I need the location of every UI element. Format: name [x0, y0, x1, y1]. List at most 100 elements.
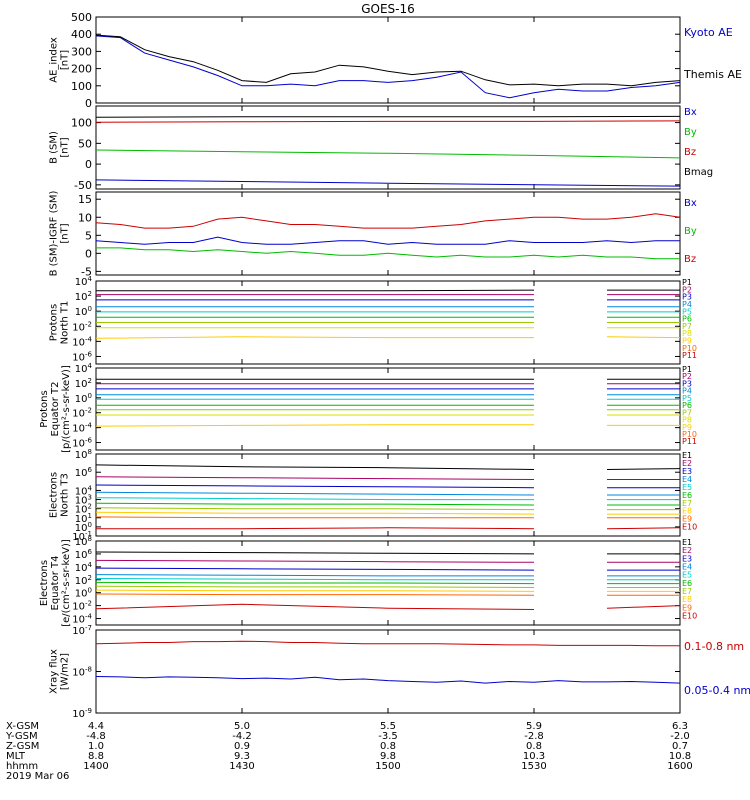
y-tick-exponent: -2 — [85, 600, 92, 608]
y-tick-base: 10 — [75, 505, 88, 516]
series-line-p9 — [95, 424, 534, 427]
y-tick-label: 100 — [75, 305, 92, 318]
panel-frame — [95, 105, 681, 190]
x-tick-value: 1600 — [667, 761, 692, 772]
legend-entry: E9 — [682, 603, 692, 612]
y-tick-label: 10-6 — [72, 350, 92, 363]
y-tick-label: 10-4 — [72, 335, 92, 348]
legend-entry: P10 — [682, 344, 697, 353]
panel-frame — [95, 367, 681, 451]
y-tick-base: 10 — [75, 589, 88, 600]
y-tick-base: 10 — [72, 615, 85, 626]
series-line-e10 — [606, 527, 681, 530]
y-tick-base: 10 — [72, 424, 85, 435]
series-line-e8 — [95, 589, 535, 592]
legend-entry: P3 — [682, 379, 692, 388]
y-tick-exponent: -8 — [85, 666, 92, 674]
legend-entry: P1 — [682, 278, 692, 287]
y-tick-exponent: 4 — [88, 362, 93, 370]
y-axis-label: [nT] — [60, 137, 71, 157]
y-tick-exponent: 3 — [88, 494, 92, 502]
legend-entry: Themis AE — [683, 68, 742, 81]
series-line-0-1-0-8-nm — [95, 640, 680, 647]
y-tick-label: 0 — [85, 97, 92, 110]
y-tick-base: 10 — [75, 394, 88, 405]
y-tick-label: 102 — [75, 574, 92, 587]
series-line-e6 — [95, 502, 535, 506]
y-axis-label: [nT] — [60, 50, 71, 70]
series-line-bx — [95, 179, 681, 187]
series-line-e10 — [95, 603, 535, 610]
y-tick-base: 10 — [75, 576, 88, 587]
legend-entry: P5 — [682, 394, 692, 403]
panel-ae: 0 100 200 300 400 500 AE_index [nT] Kyoto AE Them… — [49, 11, 742, 110]
x-tick-value: 9.8 — [380, 751, 396, 762]
panel-frame — [95, 191, 681, 276]
y-tick-exponent: 1 — [88, 512, 92, 520]
y-tick-exponent: 0 — [88, 392, 92, 400]
y-tick-base: 10 — [72, 322, 85, 333]
y-tick-exponent: 8 — [88, 448, 92, 456]
y-tick-label: 10-4 — [72, 613, 92, 626]
y-tick-label: 104 — [75, 362, 93, 375]
y-axis-label: North T1 — [60, 301, 71, 345]
x-tick-value: 1.0 — [88, 741, 104, 752]
legend-entry: Bz — [684, 147, 696, 158]
y-axis-label: Protons — [49, 304, 60, 341]
y-tick-label: 400 — [71, 28, 92, 41]
y-axis-label: Protons — [39, 390, 50, 427]
y-tick-label: 104 — [75, 275, 93, 288]
x-tick-value: 1500 — [375, 761, 400, 772]
y-tick-base: 10 — [72, 352, 85, 363]
y-tick-label: 101 — [75, 512, 92, 525]
legend-entry: Kyoto AE — [684, 26, 733, 39]
legend-entry: E8 — [682, 595, 692, 604]
y-tick-label: 10-7 — [72, 624, 92, 637]
series-line-e2 — [95, 559, 535, 563]
x-tick-value: 10.8 — [669, 751, 691, 762]
x-tick-value: -4.2 — [232, 731, 252, 742]
y-tick-label: -5 — [81, 265, 92, 278]
y-tick-label: 0 — [85, 247, 92, 260]
x-tick-value: 9.3 — [234, 751, 250, 762]
y-axis-label: B (SM) — [49, 131, 60, 164]
y-tick-base: 10 — [75, 379, 88, 390]
series-line-e1 — [95, 551, 535, 555]
y-tick-label: 500 — [71, 11, 92, 24]
y-tick-base: 10 — [75, 277, 88, 288]
legend-entry: P10 — [682, 430, 697, 439]
series-line-e4 — [95, 574, 534, 577]
y-tick-base: 10 — [75, 364, 88, 375]
y-tick-label: 106 — [75, 466, 93, 479]
legend-entry: P6 — [682, 401, 692, 410]
series-line-e5 — [95, 497, 534, 501]
legend-entry: E2 — [682, 459, 692, 468]
y-tick-label: 10 — [78, 211, 92, 224]
y-tick-label: 102 — [75, 503, 92, 516]
legend-entry: By — [684, 127, 697, 138]
y-tick-base: 10 — [72, 439, 85, 450]
y-tick-exponent: 2 — [88, 377, 92, 385]
legend-entry: P6 — [682, 315, 692, 324]
y-tick-base: 10 — [72, 409, 85, 420]
series-line-e10 — [96, 527, 535, 530]
y-tick-base: 10 — [72, 709, 85, 720]
y-tick-base: 10 — [75, 468, 88, 479]
y-tick-label: 100 — [75, 521, 92, 534]
legend-entry: E4 — [682, 475, 692, 484]
series-line-e1 — [606, 468, 681, 470]
y-tick-label: 108 — [75, 535, 92, 548]
legend-entry: E10 — [682, 523, 697, 532]
series-line-p1 — [96, 289, 535, 292]
y-tick-base: 10 — [75, 563, 88, 574]
legend-entry: E5 — [682, 483, 692, 492]
y-tick-base: 10 — [75, 523, 88, 534]
panel-bsm: -50 0 50 100 B (SM) [nT] Bx By Bz Bmag — [49, 105, 713, 192]
y-tick-base: 10 — [72, 668, 85, 679]
legend-entry: P4 — [682, 387, 692, 396]
y-tick-base: 10 — [72, 626, 85, 637]
y-tick-base: 10 — [72, 602, 85, 613]
